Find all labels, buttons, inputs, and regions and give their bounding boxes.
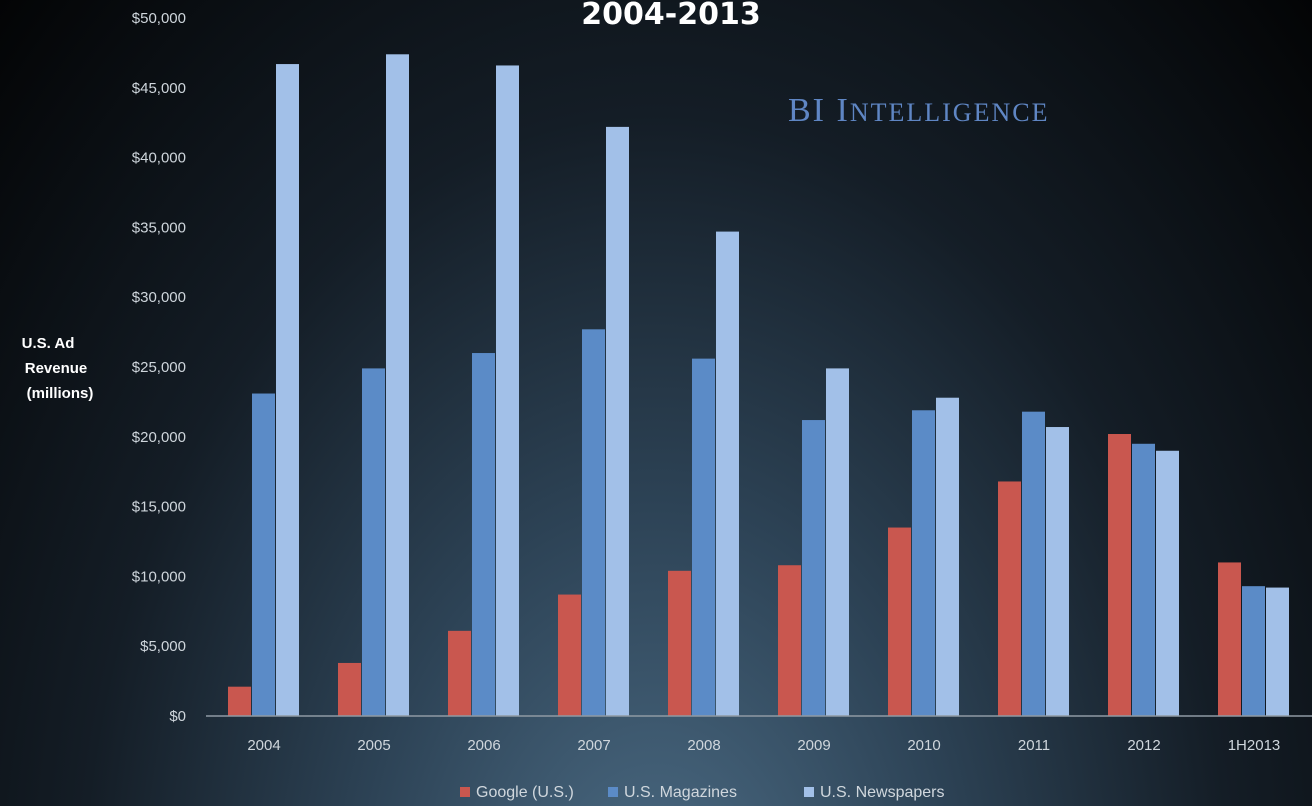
bar (472, 353, 495, 716)
y-tick-label: $5,000 (140, 638, 186, 655)
watermark-prefix: BI I (788, 92, 850, 129)
bar (1108, 434, 1131, 716)
y-tick-label: $35,000 (132, 219, 186, 236)
y-tick-label: $40,000 (132, 150, 186, 167)
y-tick-label: $25,000 (132, 359, 186, 376)
legend-swatch (804, 787, 814, 797)
bar (716, 231, 739, 716)
legend-label: U.S. Magazines (624, 784, 737, 801)
bar (338, 662, 361, 716)
bar (1046, 427, 1069, 716)
y-axis: $0 $5,000 $10,000 $15,000 $20,000 $25,000 $30,… (132, 10, 186, 725)
x-tick-label: 2009 (797, 737, 830, 754)
bar (826, 368, 849, 716)
x-tick-label: 2006 (467, 737, 500, 754)
bar (1022, 411, 1045, 716)
bar (582, 329, 605, 716)
bar (1242, 586, 1265, 716)
y-tick-label: $20,000 (132, 429, 186, 446)
y-axis-label-line-1: U.S. Ad (22, 335, 75, 352)
watermark-rest: NTELLIGENCE (850, 98, 1050, 127)
bar (778, 565, 801, 716)
y-axis-label-line-3: (millions) (27, 385, 94, 402)
y-axis-label-line-2: Revenue (25, 360, 88, 377)
bar (802, 420, 825, 716)
x-tick-label: 1H2013 (1228, 737, 1281, 754)
bar (558, 594, 581, 716)
x-tick-label: 2011 (1018, 737, 1050, 754)
bar (1218, 562, 1241, 716)
y-tick-label: $50,000 (132, 10, 186, 27)
x-tick-label: 2008 (687, 737, 720, 754)
bar (448, 630, 471, 716)
legend-label: Google (U.S.) (476, 784, 574, 801)
watermark: BI INTELLIGENCE (788, 92, 1049, 129)
bar (936, 397, 959, 716)
y-tick-label: $0 (169, 708, 186, 725)
legend: Google (U.S.) U.S. Magazines U.S. Newspape… (460, 784, 945, 801)
bar (362, 368, 385, 716)
x-axis: 2004 2005 2006 2007 2008 2009 2010 2011 2012 1H20… (247, 737, 1280, 754)
x-tick-label: 2004 (247, 737, 280, 754)
chart-title: 2004-2013 (581, 0, 760, 32)
x-tick-label: 2012 (1127, 737, 1160, 754)
y-tick-label: $15,000 (132, 499, 186, 516)
legend-swatch (460, 787, 470, 797)
y-axis-label: U.S. Ad Revenue (millions) (22, 335, 94, 402)
x-tick-label: 2005 (357, 737, 390, 754)
bar (1266, 587, 1289, 716)
bar (668, 570, 691, 716)
bar (252, 393, 275, 716)
bar (606, 126, 629, 716)
bar (386, 54, 409, 716)
legend-swatch (608, 787, 618, 797)
bar (496, 65, 519, 717)
y-tick-label: $10,000 (132, 568, 186, 585)
bar (276, 64, 299, 717)
bar (912, 410, 935, 716)
x-tick-label: 2007 (577, 737, 610, 754)
bar (692, 358, 715, 716)
legend-label: U.S. Newspapers (820, 784, 945, 801)
bar (888, 527, 911, 716)
bar (1132, 443, 1155, 716)
bars (228, 54, 1289, 717)
y-tick-label: $30,000 (132, 289, 186, 306)
bar (998, 481, 1021, 716)
bar (228, 686, 251, 716)
bar (1156, 450, 1179, 716)
x-tick-label: 2010 (907, 737, 940, 754)
y-tick-label: $45,000 (132, 80, 186, 97)
